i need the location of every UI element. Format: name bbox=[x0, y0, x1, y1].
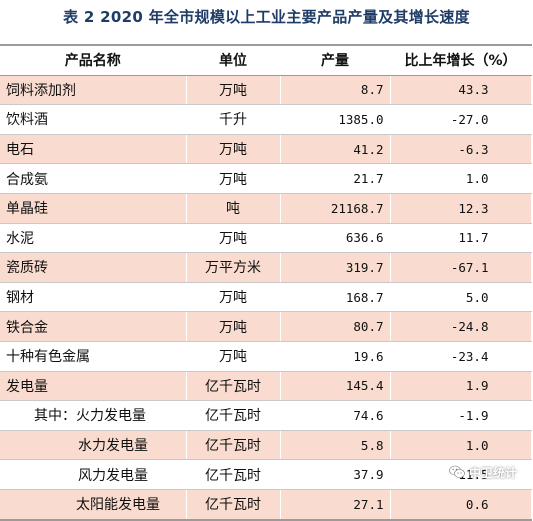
table-row: 合成氨 万吨 21.7 1.0 bbox=[0, 163, 532, 194]
table-row: 单晶硅 吨 21168.7 12.3 bbox=[0, 193, 532, 224]
unit: 万吨 bbox=[186, 134, 281, 165]
header-unit: 单位 bbox=[186, 43, 281, 76]
growth-value: 1.0 bbox=[390, 430, 532, 461]
output-value: 145.4 bbox=[280, 371, 391, 402]
growth-value: 11.7 bbox=[390, 223, 532, 254]
unit: 万吨 bbox=[186, 311, 281, 342]
growth-value: -24.8 bbox=[390, 311, 532, 342]
header-product-name: 产品名称 bbox=[0, 43, 187, 76]
header-growth: 比上年增长（%） bbox=[390, 43, 532, 76]
watermark-text: 中卫统计 bbox=[468, 465, 517, 480]
product-name: 其中：火力发电量 bbox=[0, 400, 187, 431]
table-row: 十种有色金属 万吨 19.6 -23.4 bbox=[0, 341, 532, 372]
unit: 万吨 bbox=[186, 282, 281, 313]
growth-value: -27.0 bbox=[390, 104, 532, 135]
product-name: 风力发电量 bbox=[0, 459, 187, 490]
product-name: 铁合金 bbox=[0, 311, 187, 342]
table-row: 饮料酒 千升 1385.0 -27.0 bbox=[0, 104, 532, 135]
output-value: 5.8 bbox=[280, 430, 391, 461]
header-row: 产品名称 单位 产量 比上年增长（%） bbox=[0, 43, 532, 76]
table-row: 其中：火力发电量 亿千瓦时 74.6 -1.9 bbox=[0, 400, 532, 431]
unit: 吨 bbox=[186, 193, 281, 224]
output-value: 1385.0 bbox=[280, 104, 391, 135]
unit: 万吨 bbox=[186, 75, 281, 106]
table-row: 铁合金 万吨 80.7 -24.8 bbox=[0, 311, 532, 342]
table-row: 钢材 万吨 168.7 5.0 bbox=[0, 282, 532, 313]
output-value: 37.9 bbox=[280, 459, 391, 490]
unit: 万吨 bbox=[186, 341, 281, 372]
output-value: 21.7 bbox=[280, 163, 391, 194]
output-value: 41.2 bbox=[280, 134, 391, 165]
product-name: 十种有色金属 bbox=[0, 341, 187, 372]
growth-value: -67.1 bbox=[390, 252, 532, 283]
output-value: 19.6 bbox=[280, 341, 391, 372]
table-row: 太阳能发电量 亿千瓦时 27.1 0.6 bbox=[0, 489, 532, 521]
output-value: 27.1 bbox=[280, 489, 391, 521]
table-row: 饲料添加剂 万吨 8.7 43.3 bbox=[0, 75, 532, 106]
unit: 万平方米 bbox=[186, 252, 281, 283]
output-value: 80.7 bbox=[280, 311, 391, 342]
product-name: 合成氨 bbox=[0, 163, 187, 194]
growth-value: -1.9 bbox=[390, 400, 532, 431]
growth-value: 1.9 bbox=[390, 371, 532, 402]
growth-value: -6.3 bbox=[390, 134, 532, 165]
growth-value: 0.6 bbox=[390, 489, 532, 521]
growth-value: -23.4 bbox=[390, 341, 532, 372]
output-value: 74.6 bbox=[280, 400, 391, 431]
unit: 万吨 bbox=[186, 163, 281, 194]
table-row: 水泥 万吨 636.6 11.7 bbox=[0, 223, 532, 254]
unit: 亿千瓦时 bbox=[186, 459, 281, 490]
product-name: 水泥 bbox=[0, 223, 187, 254]
product-name: 发电量 bbox=[0, 371, 187, 402]
unit: 亿千瓦时 bbox=[186, 371, 281, 402]
product-name: 电石 bbox=[0, 134, 187, 165]
product-name: 水力发电量 bbox=[0, 430, 187, 461]
production-table: 产品名称 单位 产量 比上年增长（%） 饲料添加剂 万吨 8.7 43.3 饮料… bbox=[0, 43, 532, 521]
growth-value: 5.0 bbox=[390, 282, 532, 313]
output-value: 8.7 bbox=[280, 75, 391, 106]
table-title: 表 2 2020 年全市规模以上工业主要产品产量及其增长速度 bbox=[63, 8, 470, 26]
watermark: 中卫统计 bbox=[449, 462, 517, 482]
table-row: 电石 万吨 41.2 -6.3 bbox=[0, 134, 532, 165]
product-name: 单晶硅 bbox=[0, 193, 187, 224]
product-name: 钢材 bbox=[0, 282, 187, 313]
product-name: 饮料酒 bbox=[0, 104, 187, 135]
output-value: 21168.7 bbox=[280, 193, 391, 224]
unit: 千升 bbox=[186, 104, 281, 135]
growth-value: 43.3 bbox=[390, 75, 532, 106]
product-name: 太阳能发电量 bbox=[0, 489, 187, 521]
unit: 万吨 bbox=[186, 223, 281, 254]
table-row: 水力发电量 亿千瓦时 5.8 1.0 bbox=[0, 430, 532, 461]
unit: 亿千瓦时 bbox=[186, 430, 281, 461]
unit: 亿千瓦时 bbox=[186, 400, 281, 431]
table-row: 发电量 亿千瓦时 145.4 1.9 bbox=[0, 371, 532, 402]
table-row: 风力发电量 亿千瓦时 37.9 11.5 bbox=[0, 459, 532, 490]
growth-value: 12.3 bbox=[390, 193, 532, 224]
header-output: 产量 bbox=[280, 43, 391, 76]
growth-value: 1.0 bbox=[390, 163, 532, 194]
output-value: 319.7 bbox=[280, 252, 391, 283]
product-name: 瓷质砖 bbox=[0, 252, 187, 283]
product-name: 饲料添加剂 bbox=[0, 75, 187, 106]
table-row: 瓷质砖 万平方米 319.7 -67.1 bbox=[0, 252, 532, 283]
wechat-icon bbox=[449, 465, 465, 478]
output-value: 168.7 bbox=[280, 282, 391, 313]
output-value: 636.6 bbox=[280, 223, 391, 254]
unit: 亿千瓦时 bbox=[186, 489, 281, 521]
